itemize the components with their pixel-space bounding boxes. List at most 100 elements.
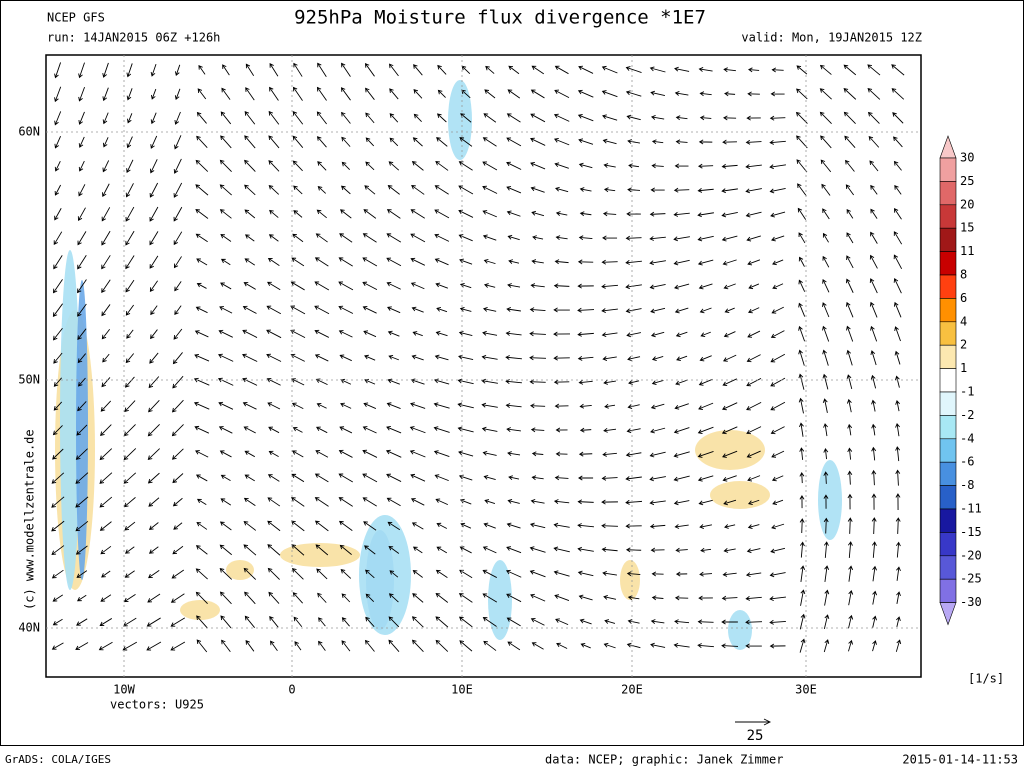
wind-arrow — [697, 163, 714, 169]
wind-arrow — [221, 87, 231, 100]
wind-arrow — [291, 402, 304, 410]
wind-arrow — [769, 187, 786, 194]
wind-arrow — [847, 447, 853, 460]
wind-arrow — [871, 493, 877, 510]
wind-arrow — [53, 352, 63, 364]
wind-arrow — [721, 426, 738, 435]
wind-arrow — [698, 595, 713, 601]
wind-arrow — [578, 235, 593, 241]
shade-blob — [60, 250, 80, 590]
wind-arrow — [649, 476, 666, 482]
wind-arrow — [822, 208, 830, 220]
wind-arrow — [341, 111, 351, 124]
wind-arrow — [100, 545, 112, 555]
wind-arrow — [483, 640, 497, 651]
wind-arrow — [314, 281, 330, 291]
wind-arrow — [77, 255, 87, 270]
wind-arrow — [699, 524, 713, 529]
wind-arrow — [625, 90, 642, 97]
colorbar-box — [939, 274, 957, 299]
wind-arrow — [771, 450, 785, 458]
wind-arrow — [102, 160, 110, 173]
wind-arrow — [362, 449, 378, 458]
wind-arrow — [722, 475, 737, 482]
wind-arrow — [578, 138, 594, 145]
wind-arrow — [482, 234, 497, 241]
wind-arrow — [870, 374, 877, 389]
colorbar-box — [939, 181, 957, 206]
wind-arrow — [218, 329, 233, 338]
wind-arrow — [365, 137, 375, 147]
wind-arrow — [697, 212, 714, 218]
wind-arrow — [291, 520, 305, 532]
wind-arrow — [699, 91, 712, 97]
wind-arrow — [699, 355, 712, 362]
wind-arrow — [54, 136, 61, 149]
wind-arrow — [674, 163, 689, 169]
wind-arrow — [893, 231, 903, 245]
wind-arrow — [650, 619, 665, 624]
wind-arrow — [54, 86, 62, 103]
frame — [0, 0, 1024, 746]
wind-arrow — [78, 111, 85, 125]
wind-arrow — [101, 304, 111, 317]
wind-arrow — [869, 254, 878, 269]
wind-arrow — [172, 473, 184, 484]
wind-arrow — [171, 569, 185, 579]
wind-arrow — [51, 520, 65, 532]
wind-arrow — [895, 639, 902, 652]
wind-arrow — [436, 307, 448, 313]
wind-arrow — [650, 427, 666, 434]
wind-arrow — [195, 450, 209, 458]
wind-arrow — [554, 259, 569, 265]
unit: [1/s] — [968, 672, 1004, 686]
wind-arrow — [244, 258, 256, 266]
wind-arrow — [822, 349, 829, 366]
colorbar-label: 4 — [960, 314, 967, 328]
wind-arrow — [700, 331, 711, 337]
wind-arrow — [675, 547, 688, 553]
wind-arrow — [244, 591, 256, 605]
wind-arrow — [317, 62, 327, 77]
colorbar-label: 15 — [960, 221, 974, 235]
wind-arrow — [649, 211, 666, 217]
wind-arrow — [362, 257, 378, 267]
wind-arrow — [196, 258, 208, 266]
wind-arrow — [650, 403, 665, 410]
wind-arrow — [625, 476, 642, 482]
wind-arrow — [316, 136, 327, 148]
wind-arrow — [847, 470, 853, 485]
wind-arrow — [506, 161, 522, 170]
wind-arrow — [771, 475, 784, 482]
wind-arrow — [820, 135, 832, 149]
wind-arrow — [77, 594, 87, 602]
wind-arrow — [388, 616, 400, 628]
wind-arrow — [146, 617, 161, 627]
wind-arrow — [292, 592, 303, 604]
wind-arrow — [723, 331, 736, 338]
wind-arrow — [435, 639, 449, 652]
wind-arrow — [219, 521, 232, 531]
wind-arrow — [101, 255, 111, 270]
wind-arrow — [626, 642, 641, 649]
wind-arrow — [577, 523, 594, 528]
wind-arrow — [194, 330, 209, 338]
wind-arrow — [578, 475, 594, 481]
wind-arrow — [242, 377, 258, 386]
wind-arrow — [673, 236, 690, 242]
wind-arrow — [553, 499, 570, 504]
wind-arrow — [579, 187, 592, 192]
wind-arrow — [530, 186, 545, 193]
wind-arrow — [577, 499, 594, 505]
wind-arrow — [848, 589, 854, 606]
wind-arrow — [603, 380, 616, 385]
wind-arrow — [530, 427, 545, 433]
wind-vectors — [51, 62, 905, 653]
wind-arrow — [318, 617, 326, 627]
lon-label: 0 — [288, 683, 295, 697]
wind-arrow — [99, 472, 113, 484]
wind-arrow — [769, 139, 786, 145]
wind-arrow — [149, 182, 159, 198]
run: run: 14JAN2015 06Z +126h — [47, 31, 220, 45]
wind-arrow — [822, 373, 829, 390]
